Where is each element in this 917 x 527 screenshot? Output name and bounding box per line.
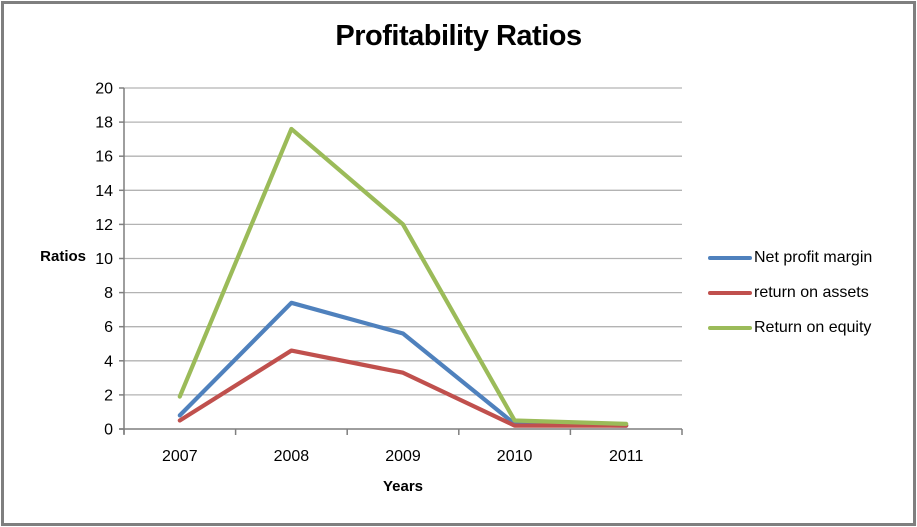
y-tick-label: 4 bbox=[104, 353, 113, 370]
x-tick-label: 2011 bbox=[609, 448, 644, 465]
y-tick-label: 8 bbox=[104, 285, 113, 302]
series-line-return-on-equity bbox=[177, 126, 629, 426]
legend-swatch-net-profit-margin bbox=[708, 255, 752, 260]
legend-label: Return on equity bbox=[754, 318, 872, 336]
y-tick-label: 14 bbox=[95, 183, 113, 200]
legend-item-return-on-assets: return on assets bbox=[708, 275, 872, 310]
x-tick-label: 2009 bbox=[385, 448, 421, 465]
y-tick-label: 6 bbox=[104, 319, 113, 336]
series-line-net-profit-margin bbox=[177, 300, 629, 428]
series-line-return-on-assets bbox=[177, 348, 629, 428]
y-axis-title: Ratios bbox=[40, 248, 86, 265]
y-tick-label: 16 bbox=[95, 149, 113, 166]
y-tick-label: 2 bbox=[104, 387, 113, 404]
legend: Net profit margin return on assets Retur… bbox=[708, 240, 872, 345]
y-tick-label: 0 bbox=[104, 422, 113, 439]
y-tick-label: 20 bbox=[95, 81, 113, 98]
y-tick-label: 12 bbox=[95, 217, 113, 234]
legend-swatch-return-on-assets bbox=[708, 290, 752, 295]
legend-item-net-profit-margin: Net profit margin bbox=[708, 240, 872, 275]
legend-label: Net profit margin bbox=[754, 248, 873, 266]
legend-label: return on assets bbox=[754, 283, 869, 301]
y-tick-label: 10 bbox=[95, 251, 113, 268]
x-tick-label: 2010 bbox=[497, 448, 533, 465]
x-tick-label: 2008 bbox=[274, 448, 310, 465]
x-axis-title: Years bbox=[382, 478, 424, 495]
x-tick-label: 2007 bbox=[162, 448, 198, 465]
legend-swatch-return-on-equity bbox=[708, 325, 752, 330]
chart-title: Profitability Ratios bbox=[335, 20, 582, 52]
y-tick-label: 18 bbox=[95, 115, 113, 132]
legend-item-return-on-equity: Return on equity bbox=[708, 310, 872, 345]
